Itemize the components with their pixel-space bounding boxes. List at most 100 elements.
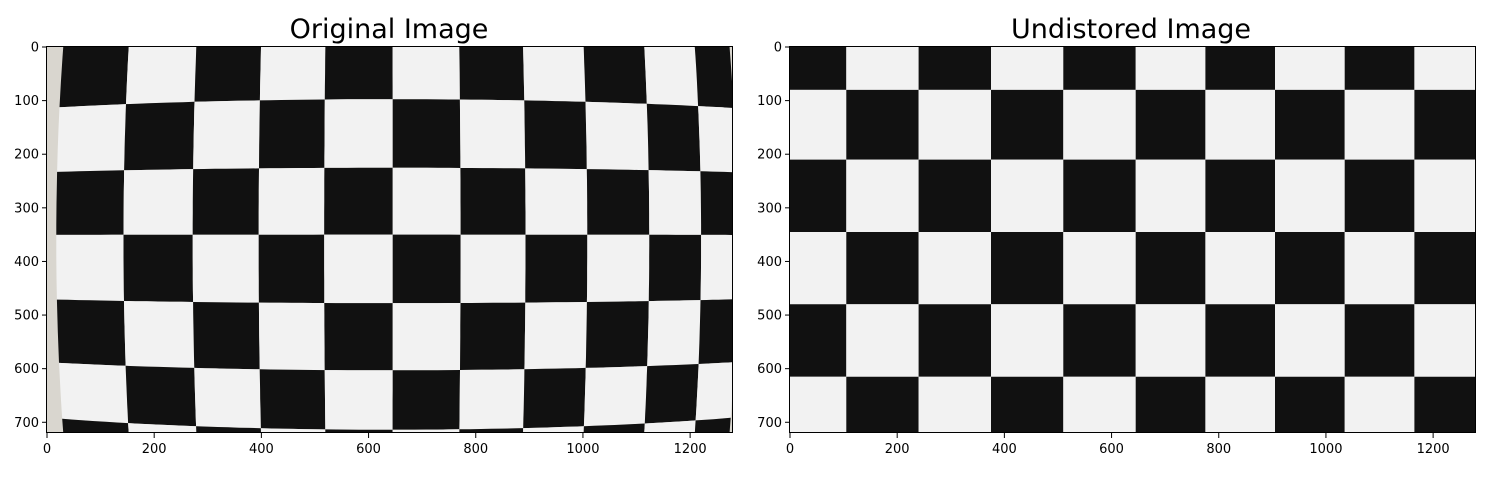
dark-square: [700, 171, 733, 235]
dark-square: [524, 100, 587, 170]
y-tick-label: 100: [14, 94, 39, 109]
light-square: [460, 234, 526, 303]
dark-square: [644, 364, 699, 424]
light-square: [259, 47, 326, 101]
y-tick-label: 700: [757, 416, 782, 431]
light-square: [525, 168, 588, 235]
dark-square: [56, 170, 125, 235]
x-tick-label: 1000: [1309, 442, 1342, 457]
dark-square: [392, 234, 461, 304]
dark-square: [790, 47, 847, 90]
dark-square: [1135, 376, 1206, 433]
dark-square: [846, 232, 919, 305]
light-square: [698, 106, 733, 173]
image-undistorted: [790, 47, 1476, 433]
dark-square: [1063, 159, 1136, 232]
panel-title-undistorted: Undistored Image: [1011, 14, 1251, 45]
light-square: [126, 47, 197, 105]
light-square: [1344, 376, 1415, 433]
dark-square: [991, 376, 1064, 433]
light-square: [1275, 47, 1345, 90]
dark-square: [1205, 304, 1275, 377]
dark-square: [192, 168, 259, 235]
light-square: [846, 159, 919, 232]
x-tick-label: 1000: [566, 442, 599, 457]
light-square: [1135, 159, 1206, 232]
light-square: [258, 302, 325, 371]
y-tick-label: 600: [14, 362, 39, 377]
light-square: [192, 234, 259, 303]
panel-original: Original Image 0 200 400 600 800 1000 1200 0 10…: [14, 14, 733, 457]
dark-square: [694, 417, 731, 433]
light-square: [991, 159, 1064, 232]
light-square: [648, 170, 702, 235]
x-tick-label: 0: [786, 442, 794, 457]
dark-square: [918, 47, 991, 90]
dark-square: [790, 304, 847, 377]
dark-square: [525, 234, 588, 303]
light-square: [392, 47, 460, 100]
dark-square: [1414, 376, 1476, 433]
dark-square: [991, 89, 1064, 160]
light-square: [392, 167, 461, 235]
dark-square: [1063, 47, 1136, 90]
dark-square: [1344, 159, 1415, 232]
dark-square: [324, 47, 393, 100]
light-square: [523, 47, 586, 102]
dark-square: [124, 101, 195, 171]
dark-square: [698, 299, 733, 364]
x-axis-original: 0 200 400 600 800 1000 1200: [43, 433, 707, 457]
x-tick-label: 400: [992, 442, 1017, 457]
light-square: [1414, 159, 1476, 232]
light-square: [644, 420, 696, 433]
dark-square: [460, 302, 526, 370]
light-square: [1063, 89, 1136, 160]
light-square: [846, 304, 919, 377]
y-tick-label: 200: [757, 148, 782, 163]
light-square: [128, 423, 197, 433]
y-tick-label: 100: [757, 94, 782, 109]
light-square: [1414, 47, 1476, 90]
x-tick-label: 400: [249, 442, 274, 457]
dark-square: [846, 89, 919, 160]
y-tick-label: 600: [757, 362, 782, 377]
x-tick-label: 200: [142, 442, 167, 457]
light-square: [260, 428, 326, 433]
dark-square: [1205, 47, 1275, 90]
light-square: [846, 47, 919, 90]
panel-undistorted: Undistored Image 0 200 400 600 800 1000 1200 0…: [757, 14, 1476, 457]
light-square: [324, 370, 393, 430]
light-square: [1135, 47, 1206, 90]
light-square: [1275, 159, 1345, 232]
dark-square: [648, 234, 702, 302]
dark-square: [846, 376, 919, 433]
y-axis-undistorted: 0 100 200 300 400 500 600 700: [757, 41, 790, 431]
dark-square: [258, 234, 325, 303]
light-square: [644, 47, 699, 107]
dark-square: [585, 301, 649, 368]
light-square: [918, 232, 991, 305]
light-square: [583, 366, 648, 427]
x-axis-undistorted: 0 200 400 600 800 1000 1200: [786, 433, 1450, 457]
dark-square: [324, 167, 393, 235]
light-square: [586, 234, 650, 302]
x-tick-label: 800: [463, 442, 488, 457]
light-square: [1063, 232, 1136, 305]
x-tick-label: 1200: [674, 442, 707, 457]
dark-square: [1414, 89, 1476, 160]
dark-square: [586, 169, 650, 235]
light-square: [1344, 232, 1415, 305]
dark-square: [196, 426, 262, 433]
light-square: [59, 362, 129, 424]
dark-square: [194, 47, 262, 102]
dark-square: [1205, 159, 1275, 232]
light-square: [991, 47, 1064, 90]
dark-square: [62, 418, 129, 433]
light-square: [695, 362, 733, 421]
light-square: [324, 234, 393, 304]
x-tick-label: 0: [43, 442, 51, 457]
light-square: [524, 302, 587, 370]
light-square: [523, 426, 584, 433]
light-square: [790, 89, 847, 160]
